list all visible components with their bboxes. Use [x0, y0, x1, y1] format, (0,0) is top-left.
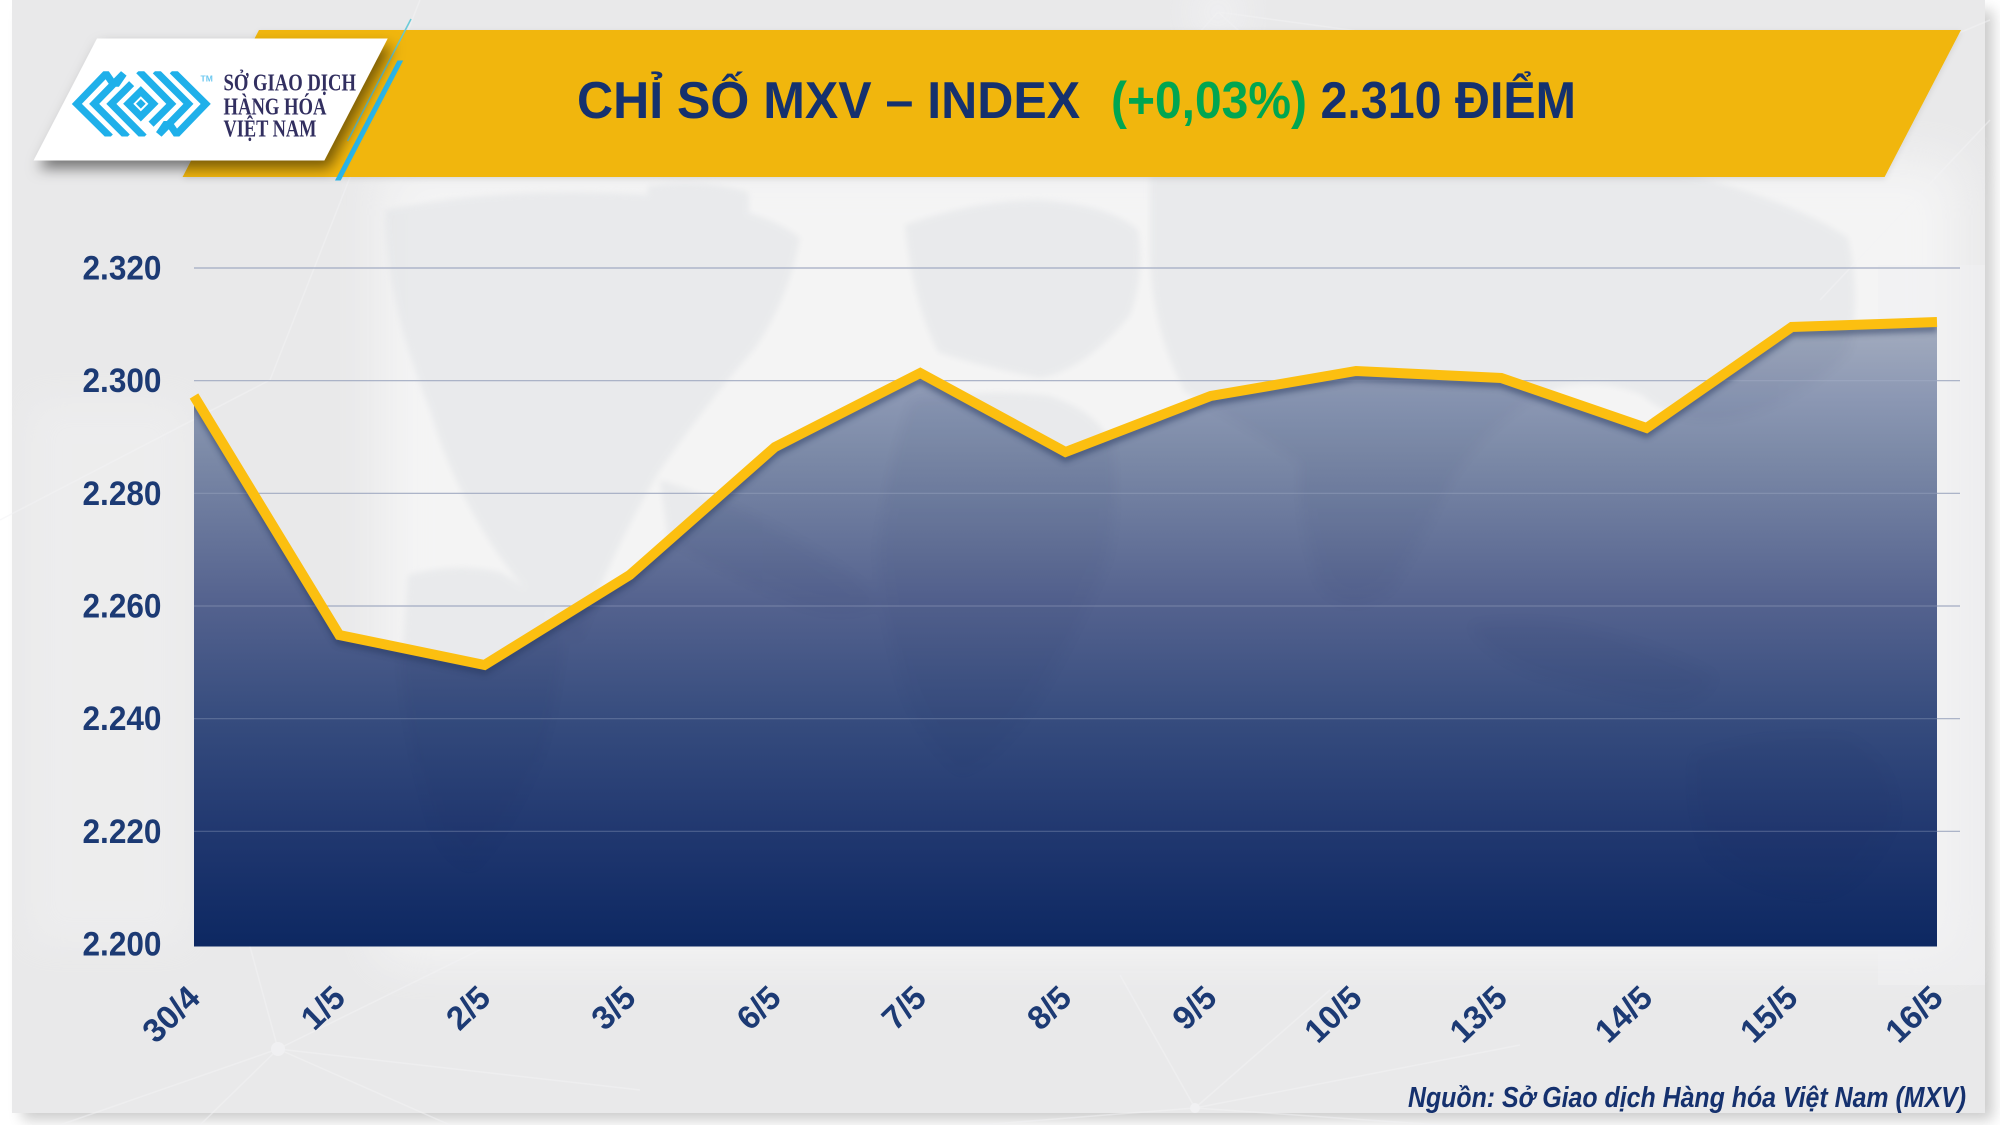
svg-text:VIỆT NAM: VIỆT NAM: [224, 115, 317, 143]
svg-text:2.320: 2.320: [83, 250, 162, 288]
svg-text:2.200: 2.200: [83, 926, 162, 964]
svg-text:2.240: 2.240: [83, 700, 162, 738]
svg-text:2.300: 2.300: [83, 362, 162, 400]
svg-text:Nguồn: Sở Giao dịch Hàng hóa V: Nguồn: Sở Giao dịch Hàng hóa Việt Nam (M…: [1408, 1082, 1966, 1114]
svg-text:2.220: 2.220: [83, 813, 162, 851]
svg-text:TM: TM: [201, 74, 213, 84]
svg-text:CHỈ SỐ MXV – INDEX: CHỈ SỐ MXV – INDEX: [577, 71, 1094, 130]
svg-text:(+0,03%): (+0,03%): [1111, 72, 1307, 130]
svg-text:2.260: 2.260: [83, 588, 162, 626]
svg-text:HÀNG HÓA: HÀNG HÓA: [224, 92, 327, 120]
svg-text:2.310 ĐIỂM: 2.310 ĐIỂM: [1307, 71, 1576, 130]
svg-text:2.280: 2.280: [83, 475, 162, 513]
svg-text:SỞ GIAO DỊCH: SỞ GIAO DỊCH: [224, 68, 357, 96]
